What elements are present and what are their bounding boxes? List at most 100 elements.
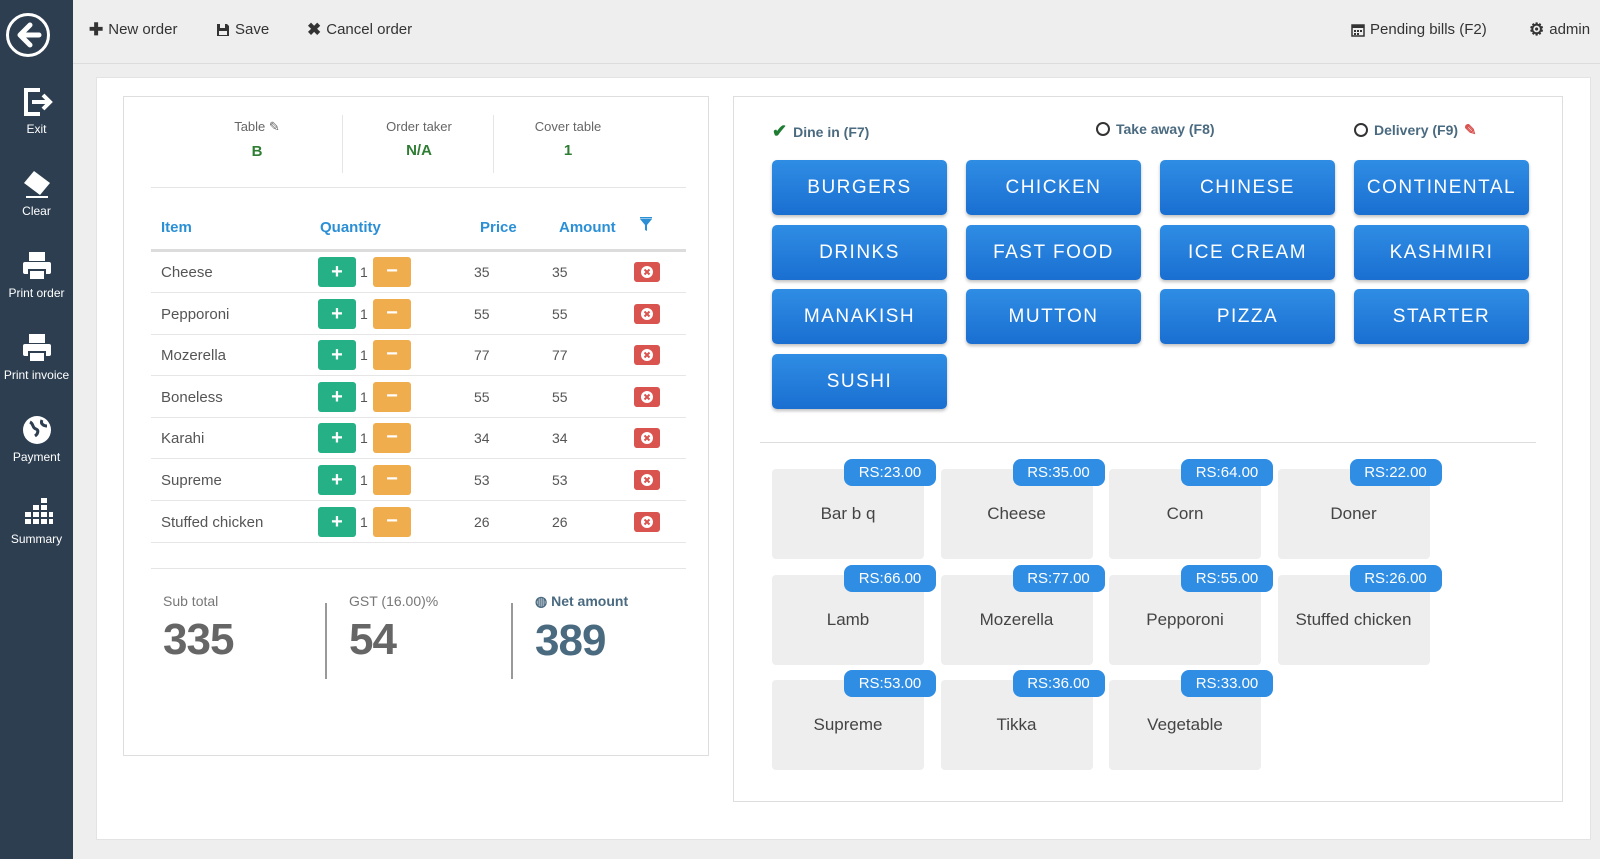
column-header-quantity[interactable]: Quantity bbox=[320, 219, 381, 236]
table-value: B bbox=[251, 143, 263, 160]
user-menu[interactable]: ⚙ admin bbox=[1529, 21, 1590, 38]
sidebar-item-print-invoice[interactable]: Print invoice bbox=[0, 332, 73, 382]
globe-icon bbox=[22, 416, 51, 444]
divider bbox=[760, 442, 1536, 443]
subtotal-label: Sub total bbox=[163, 593, 219, 609]
subtotal-block: Sub total 335 bbox=[163, 593, 234, 665]
decrease-quantity-button[interactable]: − bbox=[373, 340, 411, 371]
category-button[interactable]: CHICKEN bbox=[966, 160, 1141, 215]
increase-quantity-button[interactable]: + bbox=[318, 465, 356, 495]
table-header-divider bbox=[151, 249, 686, 252]
table-info[interactable]: Table ✎ B bbox=[212, 119, 302, 160]
new-order-button[interactable]: ✚ New order bbox=[89, 21, 177, 38]
divider bbox=[511, 603, 513, 679]
gst-label: GST (16.00)% bbox=[349, 593, 439, 609]
category-button[interactable]: MUTTON bbox=[966, 289, 1141, 344]
sidebar-item-print-order[interactable]: Print order bbox=[0, 250, 73, 300]
decrease-quantity-button[interactable]: − bbox=[373, 423, 411, 454]
divider bbox=[342, 115, 343, 173]
category-button[interactable]: BURGERS bbox=[772, 160, 947, 215]
decrease-quantity-button[interactable]: − bbox=[373, 381, 411, 412]
net-amount-block: ◍ Net amount 389 bbox=[535, 593, 628, 666]
save-button[interactable]: Save bbox=[216, 21, 269, 38]
item-price: 77 bbox=[474, 347, 490, 364]
product-tile[interactable]: RS:77.00 Mozerella bbox=[940, 564, 1105, 665]
product-tile[interactable]: RS:35.00 Cheese bbox=[940, 459, 1105, 559]
product-tile[interactable]: RS:33.00 Vegetable bbox=[1109, 670, 1273, 770]
column-header-item[interactable]: Item bbox=[161, 219, 192, 236]
product-tile[interactable]: RS:22.00 Doner bbox=[1277, 459, 1442, 559]
category-button[interactable]: MANAKISH bbox=[772, 289, 947, 344]
pending-bills-button[interactable]: Pending bills (F2) bbox=[1351, 21, 1487, 38]
category-button[interactable]: STARTER bbox=[1354, 289, 1529, 344]
item-amount: 53 bbox=[552, 472, 568, 488]
column-header-price[interactable]: Price bbox=[480, 219, 517, 236]
category-button[interactable]: PIZZA bbox=[1160, 289, 1335, 344]
sidebar-item-exit[interactable]: Exit bbox=[0, 86, 73, 136]
order-item-row: Pepporoni +1− 55 55 bbox=[151, 293, 686, 335]
product-price-badge: RS:23.00 bbox=[844, 459, 936, 486]
product-price-badge: RS:26.00 bbox=[1349, 564, 1442, 592]
item-quantity: 1 bbox=[360, 472, 368, 488]
increase-quantity-button[interactable]: + bbox=[318, 340, 356, 371]
category-button[interactable]: SUSHI bbox=[772, 353, 947, 409]
cancel-order-button[interactable]: ✖ Cancel order bbox=[307, 21, 412, 38]
item-quantity: 1 bbox=[360, 264, 368, 280]
decrease-quantity-button[interactable]: − bbox=[373, 465, 411, 495]
order-type-take-away[interactable]: Take away (F8) bbox=[1096, 121, 1215, 137]
increase-quantity-button[interactable]: + bbox=[318, 298, 356, 329]
decrease-quantity-button[interactable]: − bbox=[373, 257, 411, 287]
edit-icon[interactable]: ✎ bbox=[1464, 122, 1477, 139]
order-item-row: Karahi +1− 34 34 bbox=[151, 417, 686, 460]
decrease-quantity-button[interactable]: − bbox=[373, 506, 411, 537]
product-name: Bar b q bbox=[820, 504, 876, 523]
category-button[interactable]: KASHMIRI bbox=[1354, 224, 1529, 280]
back-arrow-icon[interactable] bbox=[6, 13, 50, 57]
sidebar-item-payment[interactable]: Payment bbox=[0, 414, 73, 464]
save-icon bbox=[217, 23, 229, 36]
product-tile[interactable]: RS:66.00 Lamb bbox=[772, 564, 936, 665]
take-away-label: Take away (F8) bbox=[1116, 121, 1215, 137]
product-tile[interactable]: RS:23.00 Bar b q bbox=[772, 459, 936, 559]
category-button[interactable]: DRINKS bbox=[772, 224, 947, 280]
increase-quantity-button[interactable]: + bbox=[318, 423, 356, 454]
product-tile[interactable]: RS:53.00 Supreme bbox=[772, 670, 936, 770]
remove-item-button[interactable] bbox=[634, 262, 660, 282]
category-button[interactable]: CONTINENTAL bbox=[1354, 160, 1529, 215]
menu-panel: ✔ Dine in (F7) Take away (F8) Delivery (… bbox=[733, 96, 1563, 802]
pending-bills-label: Pending bills (F2) bbox=[1370, 21, 1487, 38]
column-header-amount[interactable]: Amount bbox=[559, 219, 616, 236]
remove-item-button[interactable] bbox=[634, 470, 660, 490]
remove-item-button[interactable] bbox=[634, 511, 660, 532]
remove-item-button[interactable] bbox=[634, 428, 660, 449]
product-tile[interactable]: RS:64.00 Corn bbox=[1109, 459, 1273, 559]
increase-quantity-button[interactable]: + bbox=[318, 381, 356, 412]
item-amount: 34 bbox=[552, 430, 568, 447]
save-label: Save bbox=[235, 21, 270, 38]
remove-item-button[interactable] bbox=[634, 345, 660, 366]
item-price: 26 bbox=[474, 513, 490, 530]
product-tile[interactable]: RS:26.00 Stuffed chicken bbox=[1277, 564, 1442, 665]
increase-quantity-button[interactable]: + bbox=[318, 257, 356, 287]
item-amount: 35 bbox=[552, 264, 568, 280]
remove-item-button[interactable] bbox=[634, 386, 660, 407]
category-button[interactable]: CHINESE bbox=[1160, 160, 1335, 215]
item-name: Cheese bbox=[161, 264, 213, 281]
category-button[interactable]: FAST FOOD bbox=[966, 224, 1141, 280]
item-amount: 77 bbox=[552, 347, 568, 364]
order-type-dine-in[interactable]: ✔ Dine in (F7) bbox=[772, 121, 869, 142]
sidebar-item-clear[interactable]: Clear bbox=[0, 168, 73, 218]
sidebar-item-label: Clear bbox=[22, 204, 51, 218]
product-tile[interactable]: RS:55.00 Pepporoni bbox=[1109, 564, 1273, 665]
product-tile[interactable]: RS:36.00 Tikka bbox=[940, 670, 1105, 770]
sidebar-item-summary[interactable]: Summary bbox=[0, 496, 73, 546]
order-type-delivery[interactable]: Delivery (F9) ✎ bbox=[1354, 121, 1477, 139]
category-button[interactable]: ICE CREAM bbox=[1160, 224, 1335, 280]
cover-table-label: Cover table bbox=[534, 119, 602, 134]
decrease-quantity-button[interactable]: − bbox=[373, 298, 411, 329]
sidebar-item-label: Exit bbox=[26, 122, 47, 136]
filter-icon[interactable] bbox=[639, 217, 653, 237]
increase-quantity-button[interactable]: + bbox=[318, 506, 356, 537]
item-amount: 55 bbox=[552, 305, 568, 322]
remove-item-button[interactable] bbox=[634, 303, 660, 324]
